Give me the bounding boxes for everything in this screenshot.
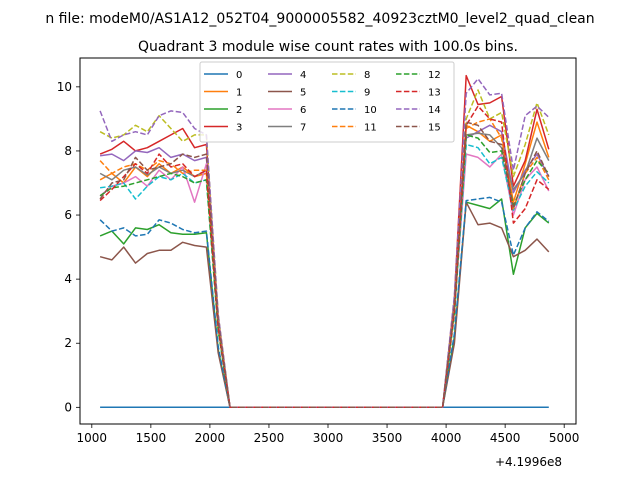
- series-line-9: [99, 143, 550, 409]
- y-tick-label: 10: [57, 80, 72, 94]
- x-tick-label: 4000: [431, 431, 462, 445]
- y-tick-label: 4: [64, 272, 72, 286]
- series-line-13: [99, 105, 550, 409]
- legend-label-12: 12: [428, 70, 441, 81]
- series-line-4: [99, 124, 550, 409]
- legend-label-1: 1: [236, 88, 242, 99]
- legend-label-2: 2: [236, 105, 242, 116]
- x-tick-label: 4500: [490, 431, 521, 445]
- legend-label-5: 5: [300, 88, 306, 99]
- legend-box: [199, 61, 455, 143]
- series-line-15: [99, 121, 550, 409]
- x-tick-label: 3000: [313, 431, 344, 445]
- series-line-14: [99, 78, 550, 409]
- series-layer: [99, 74, 550, 409]
- plot-frame: [79, 57, 577, 425]
- x-tick-label: 1000: [77, 431, 108, 445]
- x-tick-label: 5000: [549, 431, 580, 445]
- y-tick-label: 8: [64, 144, 72, 158]
- legend-label-11: 11: [364, 123, 377, 134]
- x-tick-label: 3500: [372, 431, 403, 445]
- x-tick-label: 2500: [254, 431, 285, 445]
- series-line-11: [99, 118, 550, 409]
- x-tick-label: 1500: [136, 431, 167, 445]
- series-line-5: [99, 201, 550, 409]
- series-line-2: [99, 198, 550, 409]
- x-tick-label: 2000: [195, 431, 226, 445]
- series-line-10: [99, 196, 550, 409]
- legend-label-0: 0: [236, 70, 242, 81]
- legend-label-13: 13: [428, 88, 441, 99]
- legend-label-15: 15: [428, 123, 441, 134]
- y-tick-label: 6: [64, 208, 72, 222]
- legend-label-8: 8: [364, 70, 370, 81]
- legend-label-6: 6: [300, 105, 306, 116]
- legend-label-9: 9: [364, 88, 370, 99]
- legend-label-7: 7: [300, 123, 306, 134]
- y-tick-label: 2: [64, 336, 72, 350]
- legend-label-4: 4: [300, 70, 306, 81]
- y-tick-label: 0: [64, 400, 72, 414]
- legend-label-14: 14: [428, 105, 441, 116]
- series-line-6: [99, 153, 550, 409]
- legend-label-3: 3: [236, 123, 242, 134]
- chart-suptitle: n file: modeM0/AS1A12_052T04_9000005582_…: [45, 11, 594, 27]
- axis-ticks: 1000 1500 2000 2500 3000 3500 4000 4500 5000 0 2 4 6…: [57, 80, 580, 445]
- x-offset-label: +4.1996e8: [495, 455, 562, 469]
- series-line-12: [99, 134, 550, 409]
- legend-label-10: 10: [364, 105, 377, 116]
- chart-title: Quadrant 3 module wise count rates with …: [138, 39, 518, 55]
